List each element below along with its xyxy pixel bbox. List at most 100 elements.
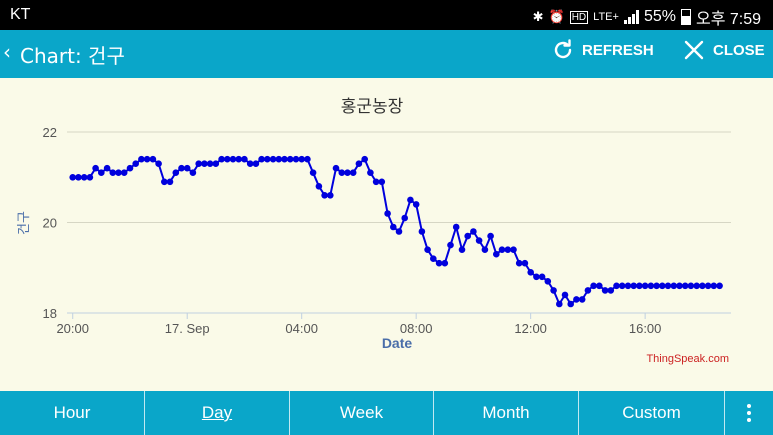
refresh-label: REFRESH bbox=[582, 41, 654, 59]
data-point bbox=[80, 174, 88, 181]
data-point bbox=[206, 160, 214, 167]
data-point bbox=[561, 291, 569, 299]
data-point bbox=[349, 169, 357, 176]
data-point bbox=[161, 178, 168, 186]
data-points bbox=[69, 155, 723, 308]
data-point bbox=[264, 155, 271, 163]
close-button[interactable]: CLOSE bbox=[683, 39, 765, 61]
data-point bbox=[699, 282, 706, 290]
data-point bbox=[115, 169, 122, 176]
more-vertical-icon[interactable] bbox=[725, 391, 773, 435]
data-point bbox=[550, 287, 557, 294]
status-bar: KT ✱ ⏰ HD LTE+ 55% 오후 7:59 bbox=[0, 0, 773, 30]
data-point bbox=[601, 287, 609, 294]
data-point bbox=[430, 255, 437, 262]
data-point bbox=[493, 250, 500, 258]
data-point bbox=[367, 169, 374, 176]
data-point bbox=[126, 164, 134, 172]
tab-week[interactable]: Week bbox=[290, 391, 434, 435]
data-point bbox=[361, 155, 369, 163]
data-point bbox=[218, 155, 225, 163]
data-point bbox=[338, 169, 346, 176]
data-point bbox=[590, 282, 597, 290]
data-point bbox=[138, 155, 145, 163]
battery-percent: 55% bbox=[643, 8, 676, 25]
data-point bbox=[636, 282, 643, 290]
refresh-button[interactable]: REFRESH bbox=[552, 39, 654, 61]
data-point bbox=[344, 169, 351, 176]
app-bar: ‹ Chart: 건구 REFRESH CLOSE bbox=[0, 30, 773, 78]
data-point bbox=[681, 282, 689, 290]
x-axis-label: Date bbox=[382, 335, 413, 351]
data-point bbox=[664, 282, 672, 290]
alarm-icon: ⏰ bbox=[548, 9, 565, 24]
y-tick-label: 20 bbox=[43, 216, 57, 231]
network-type: LTE+ bbox=[593, 11, 619, 23]
data-point bbox=[670, 282, 678, 290]
data-point bbox=[556, 300, 563, 308]
data-point bbox=[390, 223, 397, 231]
data-point bbox=[315, 183, 323, 190]
data-point bbox=[584, 287, 592, 294]
data-point bbox=[487, 232, 494, 240]
data-point bbox=[332, 164, 340, 172]
data-point bbox=[143, 155, 151, 163]
data-point bbox=[458, 246, 466, 253]
tab-custom[interactable]: Custom bbox=[579, 391, 725, 435]
hd-icon: HD bbox=[569, 10, 589, 24]
data-point bbox=[527, 269, 534, 276]
data-point bbox=[641, 282, 649, 290]
data-point bbox=[424, 246, 431, 253]
data-point bbox=[659, 282, 666, 290]
close-label: CLOSE bbox=[713, 41, 765, 59]
data-point bbox=[573, 296, 580, 303]
data-point bbox=[515, 259, 523, 267]
data-point bbox=[378, 178, 386, 186]
data-point bbox=[704, 282, 712, 290]
data-point bbox=[321, 192, 328, 199]
data-point bbox=[533, 273, 540, 281]
data-point bbox=[86, 174, 94, 181]
data-point bbox=[693, 282, 700, 290]
data-point bbox=[412, 201, 420, 208]
status-icons: ✱ ⏰ HD LTE+ 55% 오후 7:59 bbox=[533, 5, 761, 29]
data-point bbox=[710, 282, 718, 290]
data-point bbox=[327, 192, 334, 199]
data-point bbox=[75, 174, 82, 181]
data-point bbox=[395, 228, 403, 235]
data-point bbox=[578, 296, 586, 303]
tab-hour[interactable]: Hour bbox=[0, 391, 145, 435]
data-point bbox=[286, 155, 294, 163]
data-point bbox=[624, 282, 632, 290]
data-point bbox=[613, 282, 620, 290]
data-point bbox=[252, 160, 260, 167]
data-point bbox=[120, 169, 128, 176]
data-point bbox=[304, 155, 311, 163]
data-point bbox=[224, 155, 231, 163]
data-point bbox=[447, 241, 454, 249]
data-point bbox=[630, 282, 637, 290]
data-point bbox=[538, 273, 546, 281]
data-point bbox=[69, 174, 76, 181]
chevron-left-icon[interactable]: ‹ bbox=[3, 40, 11, 64]
data-point bbox=[676, 282, 683, 290]
data-point bbox=[298, 155, 306, 163]
x-tick-label: 12:00 bbox=[514, 321, 547, 336]
chart-credit[interactable]: ThingSpeak.com bbox=[646, 353, 729, 365]
data-point bbox=[521, 259, 529, 267]
data-point bbox=[309, 169, 317, 176]
chart-title: 홍군농장 bbox=[341, 97, 404, 117]
data-point bbox=[384, 210, 391, 217]
data-point bbox=[269, 155, 277, 163]
data-point bbox=[189, 169, 197, 176]
data-point bbox=[647, 282, 655, 290]
chart-area: 홍군농장 18 20 22 20:00 17. Sep 04:00 08:00 12:00 1… bbox=[0, 78, 773, 391]
data-point bbox=[464, 232, 472, 240]
data-point bbox=[258, 155, 265, 163]
data-point bbox=[92, 164, 99, 172]
data-point bbox=[98, 169, 105, 176]
tab-day[interactable]: Day bbox=[145, 391, 290, 435]
data-point bbox=[452, 223, 460, 231]
data-point bbox=[475, 237, 483, 244]
tab-month[interactable]: Month bbox=[434, 391, 579, 435]
